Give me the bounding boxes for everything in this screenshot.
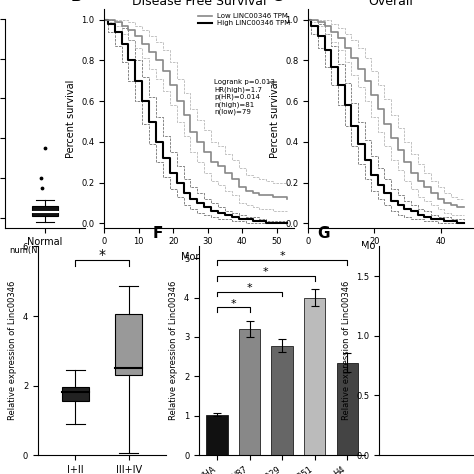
Text: B: B: [70, 0, 82, 4]
Bar: [239, 329, 260, 455]
Title: Overall: Overall: [369, 0, 413, 9]
Title: Disease Free Survival: Disease Free Survival: [132, 0, 266, 9]
Text: num(N)=207: num(N)=207: [9, 246, 64, 255]
Text: *: *: [263, 267, 269, 277]
Text: *: *: [279, 252, 285, 262]
Point: [43, 174, 51, 182]
Bar: [115, 314, 142, 375]
X-axis label: Months: Months: [181, 252, 217, 262]
Y-axis label: Relative expression of Linc00346: Relative expression of Linc00346: [169, 281, 178, 420]
Text: *: *: [246, 283, 252, 293]
Bar: [206, 415, 228, 455]
Bar: [304, 298, 325, 455]
Y-axis label: Relative expression of Linc00346: Relative expression of Linc00346: [342, 281, 351, 420]
Text: Mo: Mo: [361, 241, 375, 251]
Text: C: C: [272, 0, 283, 4]
Bar: [62, 387, 89, 401]
Text: F: F: [153, 226, 163, 241]
Y-axis label: Percent survival: Percent survival: [66, 79, 76, 158]
Y-axis label: Relative expression of Linc00346: Relative expression of Linc00346: [8, 281, 17, 420]
Text: G: G: [318, 226, 330, 241]
Text: Logrank p=0.013
HR(high)=1.7
p(HR)=0.014
n(high)=81
n(low)=79: Logrank p=0.013 HR(high)=1.7 p(HR)=0.014…: [214, 79, 275, 115]
Bar: [272, 346, 292, 455]
Text: *: *: [230, 299, 236, 309]
Text: *: *: [99, 248, 105, 262]
Point: [44, 144, 51, 152]
Point: [44, 184, 51, 191]
Y-axis label: Percent survival: Percent survival: [270, 79, 280, 158]
Bar: [32, 206, 58, 216]
Legend: Low LINC00346 TPM, High LINC00346 TPM: Low LINC00346 TPM, High LINC00346 TPM: [198, 13, 291, 27]
Bar: [337, 363, 358, 455]
